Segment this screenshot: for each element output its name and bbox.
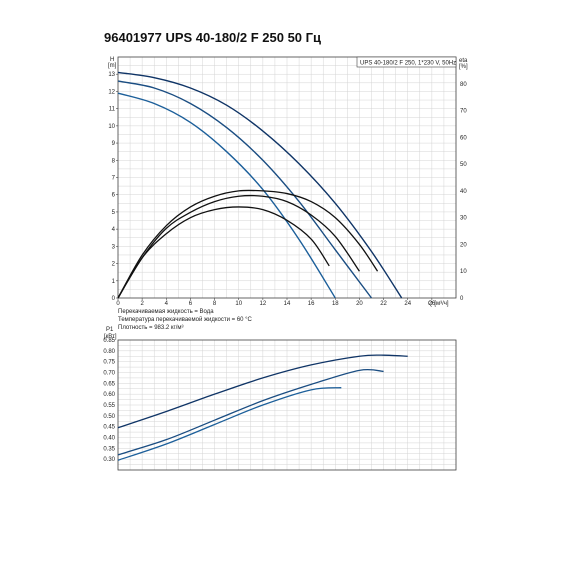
x-tick-label: 22 xyxy=(380,301,387,307)
x-tick-label: 10 xyxy=(235,301,242,307)
y-tick-label: 0.65 xyxy=(103,381,115,387)
y-tick-label: 4 xyxy=(112,227,116,233)
y-tick-label: 8 xyxy=(112,158,116,164)
y-tick-label: 0.55 xyxy=(103,403,115,409)
legend-box xyxy=(356,56,457,68)
head-curve xyxy=(117,71,403,299)
power-chart-curves xyxy=(117,354,408,461)
x-tick-label: 20 xyxy=(356,301,363,307)
power-curve xyxy=(117,354,408,429)
y-tick-label: 0 xyxy=(112,296,116,302)
power-curve xyxy=(117,368,384,456)
head-curve xyxy=(117,92,336,299)
y2-tick-label: 30 xyxy=(460,216,467,222)
y2-tick-label: 50 xyxy=(460,162,467,168)
y-axis-label: H xyxy=(110,57,114,63)
y2-axis-unit: [%] xyxy=(459,64,468,70)
y2-tick-label: 20 xyxy=(460,242,467,248)
y2-tick-label: 80 xyxy=(460,82,467,88)
y2-tick-label: 0 xyxy=(460,296,464,302)
liquid-note: Перекачиваемая жидкость = Вода xyxy=(118,309,214,315)
y-tick-label: 7 xyxy=(112,176,116,182)
y-tick-label: 6 xyxy=(112,193,116,199)
y2-tick-label: 10 xyxy=(460,269,467,275)
efficiency-curve xyxy=(117,206,330,299)
y-tick-label: 5 xyxy=(112,210,116,216)
efficiency-curve xyxy=(117,189,379,299)
y-tick-label: 10 xyxy=(108,124,115,130)
efficiency-curve xyxy=(117,194,360,299)
y-tick-label: 3 xyxy=(112,244,116,250)
y-tick-label: 0.35 xyxy=(103,446,115,452)
y-tick-label: 0.85 xyxy=(103,338,115,344)
x-tick-label: 16 xyxy=(308,301,315,307)
y-axis-label: P1 xyxy=(106,327,114,333)
y-axis-unit: [кВт] xyxy=(104,334,117,340)
power-chart-labels: 0.30 0.35 0.40 0.45 0.50 0.55 0.60 0.65 0.70 0.75… xyxy=(103,327,117,463)
x-axis-label: Q [м³/ч] xyxy=(428,301,449,307)
density-note: Плотность = 983.2 кг/м³ xyxy=(118,325,183,331)
y-tick-label: 2 xyxy=(112,262,116,268)
y-tick-label: 9 xyxy=(112,141,116,147)
x-tick-label: 24 xyxy=(404,301,411,307)
y-tick-label: 0.45 xyxy=(103,425,115,431)
temperature-note: Температура перекачиваемой жидкости = 60… xyxy=(118,316,253,323)
head-curve xyxy=(117,80,373,299)
chart-title: 96401977 UPS 40-180/2 F 250 50 Гц xyxy=(104,30,322,45)
x-tick-label: 8 xyxy=(213,301,217,307)
x-tick-label: 18 xyxy=(332,301,339,307)
x-tick-label: 26 xyxy=(429,301,436,307)
x-tick-label: 2 xyxy=(140,301,144,307)
y-tick-label: 12 xyxy=(108,89,115,95)
x-tick-label: 0 xyxy=(116,301,120,307)
y-tick-label: 0.50 xyxy=(103,414,115,420)
y2-tick-label: 70 xyxy=(460,109,467,115)
y-axis-unit: [m] xyxy=(108,63,117,69)
head-chart-grid xyxy=(117,56,457,299)
power-chart-frame xyxy=(117,339,457,471)
x-tick-label: 12 xyxy=(260,301,267,307)
head-chart-curves xyxy=(117,71,403,299)
y-tick-label: 13 xyxy=(108,72,115,78)
x-tick-label: 4 xyxy=(165,301,169,307)
y-tick-label: 0.30 xyxy=(103,457,115,463)
y2-axis-label: eta xyxy=(459,58,468,64)
y-tick-label: 0.60 xyxy=(103,392,115,398)
y-tick-label: 1 xyxy=(112,279,116,285)
y-tick-label: 0.75 xyxy=(103,360,115,366)
y-tick-label: 11 xyxy=(109,107,116,113)
y2-tick-label: 60 xyxy=(460,135,467,141)
x-tick-label: 14 xyxy=(284,301,291,307)
y-tick-label: 0.40 xyxy=(103,436,115,442)
legend-label: UPS 40-180/2 F 250, 1*230 V, 50Hz xyxy=(360,61,456,67)
y-tick-label: 0.80 xyxy=(103,349,115,355)
y-tick-label: 0.70 xyxy=(103,371,115,377)
x-tick-label: 6 xyxy=(189,301,193,307)
power-curve xyxy=(117,387,342,461)
power-chart-grid xyxy=(117,339,457,471)
y2-tick-label: 40 xyxy=(460,189,467,195)
